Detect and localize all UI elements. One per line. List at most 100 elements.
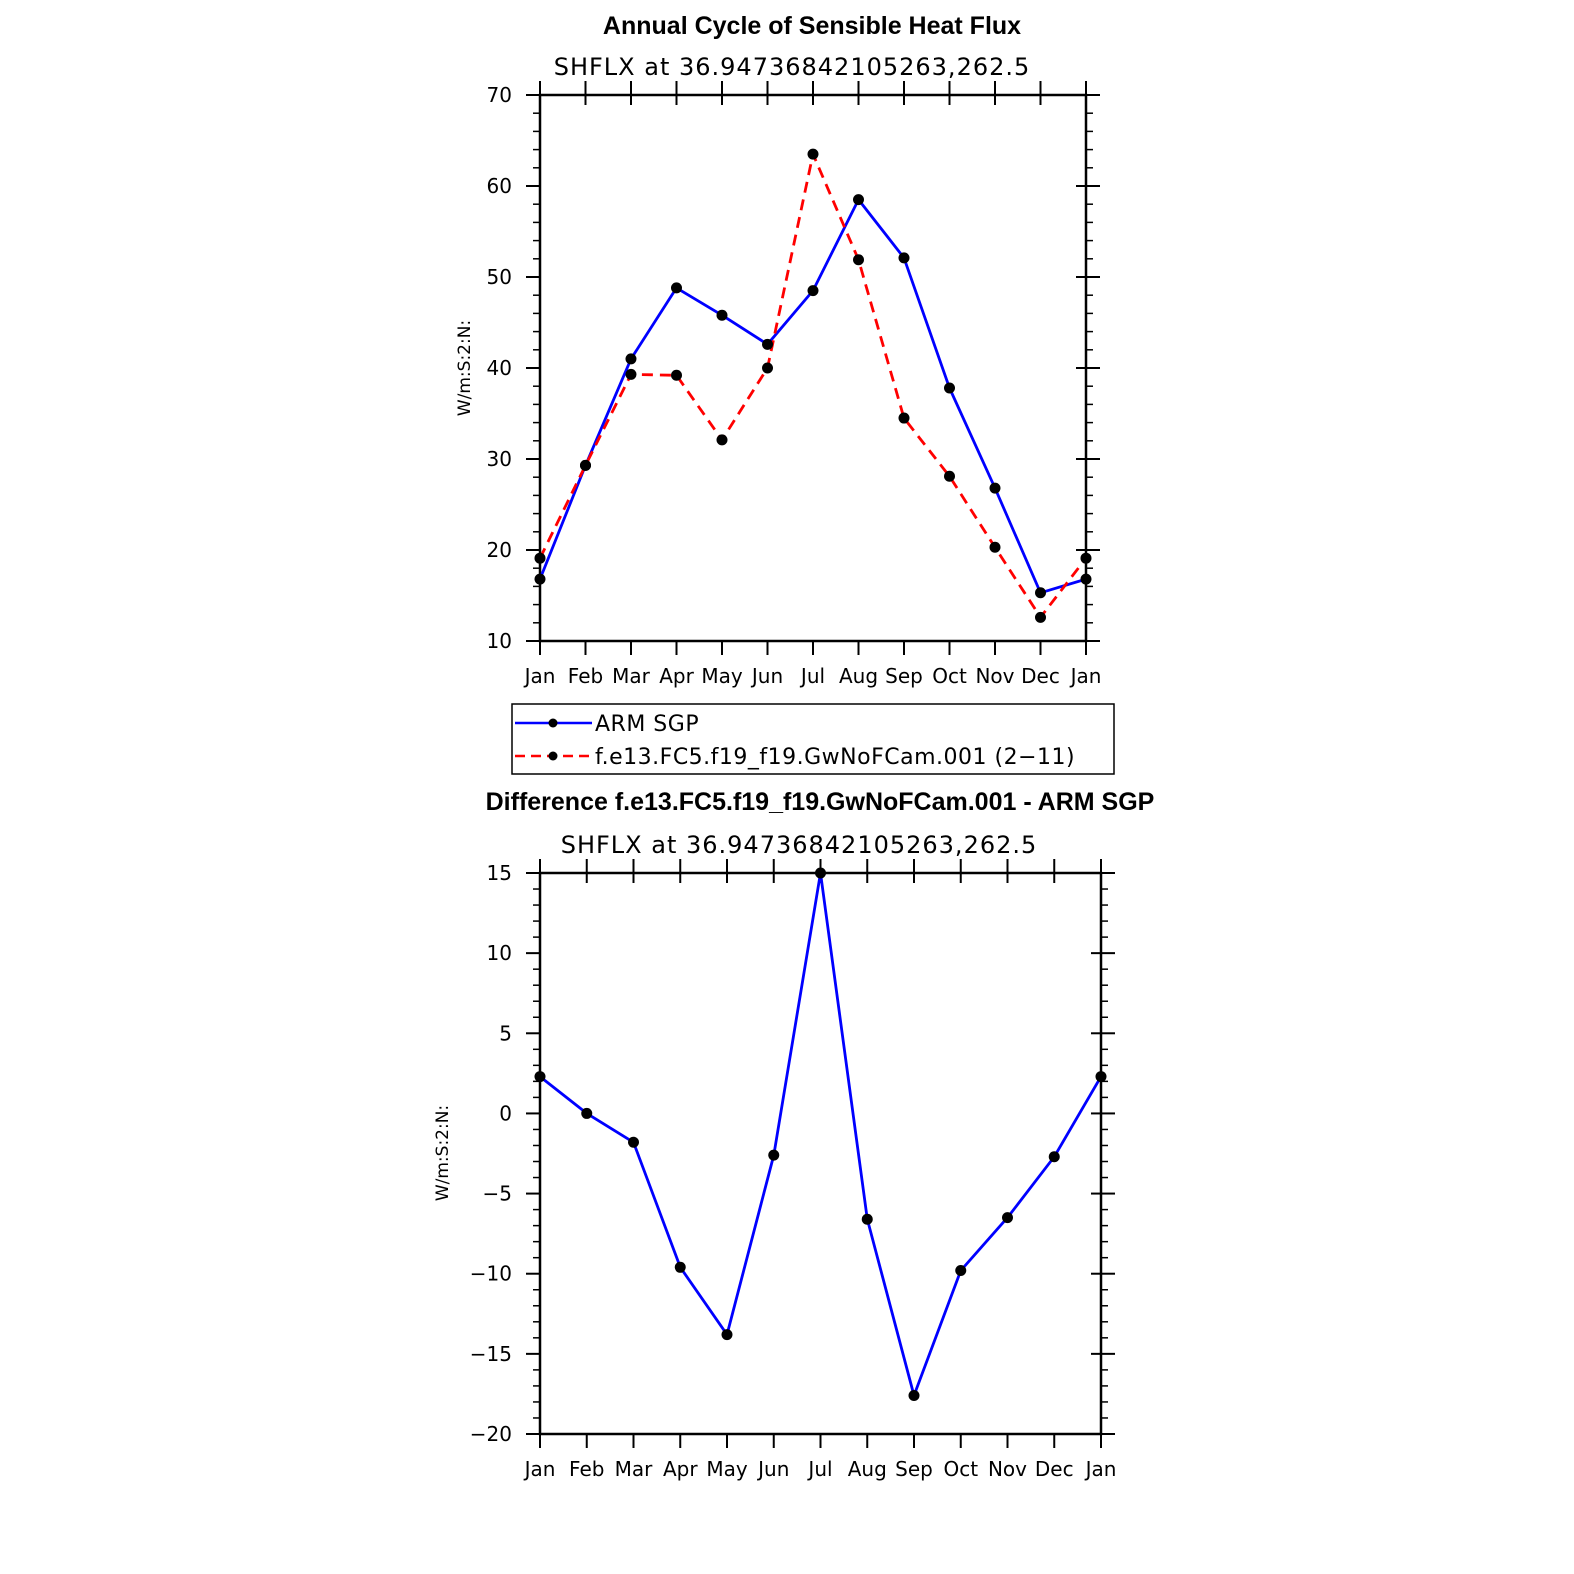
legend: ARM SGP f.e13.FC5.f19_f19.GwNoFCam.001 (… (511, 703, 1115, 775)
y-tick-label: 15 (487, 861, 512, 885)
chart-subtitle: SHFLX at 36.94736842105263,262.5 (554, 53, 1031, 81)
chart-subtitle: SHFLX at 36.94736842105263,262.5 (561, 831, 1038, 859)
x-tick-label: Jun (750, 664, 783, 688)
y-tick-label: 0 (499, 1101, 512, 1125)
data-point (762, 338, 773, 350)
data-point (898, 252, 910, 264)
data-point (534, 1071, 546, 1083)
x-tick-label: Sep (885, 664, 923, 688)
x-tick-label: Apr (663, 1457, 698, 1481)
x-tick-label: Aug (848, 1457, 887, 1481)
data-point (1035, 611, 1046, 623)
data-point (1035, 587, 1046, 599)
data-point (581, 1107, 593, 1119)
data-point (944, 382, 955, 394)
data-point (989, 541, 1001, 553)
data-point (944, 470, 955, 482)
x-tick-label: Dec (1021, 664, 1060, 688)
y-tick-label: 60 (487, 174, 512, 198)
x-tick-label: Nov (975, 664, 1014, 688)
legend-box (511, 703, 1115, 775)
legend-label-arm-sgp: ARM SGP (595, 712, 699, 737)
y-tick-label: −15 (470, 1342, 512, 1366)
x-tick-label: Jul (799, 664, 825, 688)
data-point (628, 1136, 639, 1148)
x-tick-label: Feb (569, 1457, 604, 1481)
data-point (853, 194, 864, 206)
data-point (853, 254, 864, 266)
data-point (898, 412, 910, 424)
legend-marker-arm-sgp (548, 718, 558, 728)
y-tick-label: 5 (499, 1021, 512, 1045)
annual-cycle-chart: Annual Cycle of Sensible Heat Flux SHFLX… (455, 12, 1101, 688)
x-tick-label: Aug (839, 664, 878, 688)
data-point (1080, 552, 1092, 564)
x-tick-label: Oct (943, 1457, 978, 1481)
legend-label-model: f.e13.FC5.f19_f19.GwNoFCam.001 (2−11) (595, 745, 1075, 770)
data-point (716, 434, 728, 446)
x-tick-label: Oct (932, 664, 967, 688)
x-tick-label: Feb (568, 664, 603, 688)
data-point (625, 353, 637, 365)
data-point (671, 282, 682, 294)
x-tick-label: Mar (612, 664, 651, 688)
series-line (539, 871, 1103, 1397)
data-point (815, 867, 826, 879)
data-point (861, 1213, 873, 1225)
y-tick-label: −10 (470, 1262, 512, 1286)
data-point (768, 1149, 780, 1161)
data-point (716, 309, 728, 321)
plot-frame (538, 871, 1103, 1436)
x-tick-label: Jan (1084, 1457, 1117, 1481)
data-point (534, 573, 546, 585)
y-tick-label: −20 (470, 1422, 512, 1446)
data-point (955, 1265, 967, 1277)
data-point (534, 552, 546, 564)
y-tick-label: 40 (487, 356, 512, 380)
legend-marker-model (548, 751, 558, 761)
data-point (580, 459, 591, 471)
x-tick-label: Jul (806, 1457, 832, 1481)
chart-title: Difference f.e13.FC5.f19_f19.GwNoFCam.00… (486, 788, 1155, 816)
y-tick-label: 70 (487, 83, 512, 107)
series-line (538, 152, 1088, 619)
difference-chart: Difference f.e13.FC5.f19_f19.GwNoFCam.00… (433, 788, 1154, 1481)
data-point (807, 148, 819, 160)
x-tick-label: Jan (523, 664, 556, 688)
x-tick-label: Dec (1035, 1457, 1074, 1481)
chart-title: Annual Cycle of Sensible Heat Flux (603, 12, 1021, 40)
data-point (1048, 1151, 1060, 1163)
y-tick-label: 10 (487, 629, 512, 653)
y-tick-label: −5 (483, 1182, 512, 1206)
data-point (807, 285, 819, 297)
legend-entry-model: f.e13.FC5.f19_f19.GwNoFCam.001 (2−11) (515, 745, 1075, 770)
x-tick-label: Sep (895, 1457, 933, 1481)
y-axis-label: W/m:S:2:N: (433, 1105, 453, 1201)
x-tick-label: Jun (756, 1457, 789, 1481)
plot-area: −20 −15 −10 −5 0 5 10 15 Jan Feb Mar Apr May Jun Jul Au… (470, 859, 1117, 1481)
y-tick-label: 30 (487, 447, 512, 471)
data-point (721, 1329, 733, 1341)
x-tick-label: Nov (988, 1457, 1027, 1481)
x-tick-label: May (706, 1457, 748, 1481)
y-tick-label: 10 (487, 941, 512, 965)
data-point (1002, 1212, 1013, 1224)
series-line (538, 198, 1087, 595)
x-tick-label: Jan (1069, 664, 1102, 688)
data-point (1080, 573, 1092, 585)
x-tick-label: Apr (659, 664, 694, 688)
data-point (1095, 1071, 1107, 1083)
data-point (762, 362, 773, 374)
data-point (908, 1390, 920, 1402)
y-axis-label: W/m:S:2:N: (455, 320, 475, 416)
data-point (671, 369, 682, 381)
legend-entry-arm-sgp: ARM SGP (515, 712, 699, 737)
x-tick-label: Mar (615, 1457, 654, 1481)
data-point (625, 368, 637, 380)
data-point (989, 482, 1001, 494)
x-tick-label: Jan (523, 1457, 556, 1481)
x-tick-label: May (701, 664, 743, 688)
data-point (674, 1261, 686, 1273)
plot-area: 10 20 30 40 50 60 70 Jan Feb Mar Apr May Jun Jul Aug Se… (487, 81, 1102, 688)
